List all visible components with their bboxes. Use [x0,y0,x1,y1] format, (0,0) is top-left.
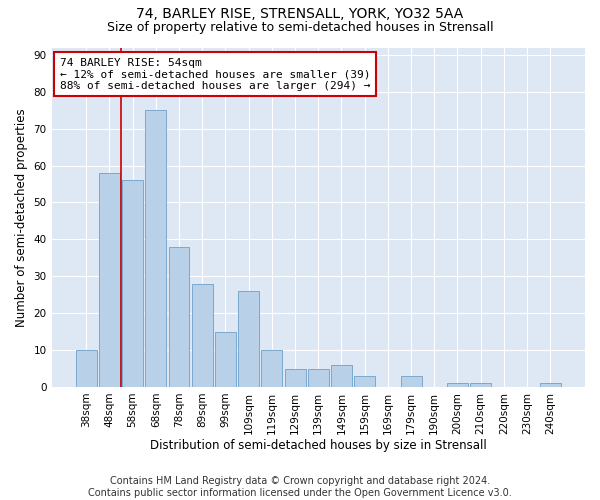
Y-axis label: Number of semi-detached properties: Number of semi-detached properties [15,108,28,326]
Bar [308,368,329,387]
Bar [447,384,468,387]
Text: Size of property relative to semi-detached houses in Strensall: Size of property relative to semi-detach… [107,21,493,34]
Bar [354,376,375,387]
Bar [122,180,143,387]
Bar [470,384,491,387]
Bar [192,284,212,387]
Bar [145,110,166,387]
Bar [284,368,305,387]
X-axis label: Distribution of semi-detached houses by size in Strensall: Distribution of semi-detached houses by … [150,440,487,452]
Text: 74, BARLEY RISE, STRENSALL, YORK, YO32 5AA: 74, BARLEY RISE, STRENSALL, YORK, YO32 5… [136,8,464,22]
Bar [401,376,422,387]
Text: 74 BARLEY RISE: 54sqm
← 12% of semi-detached houses are smaller (39)
88% of semi: 74 BARLEY RISE: 54sqm ← 12% of semi-deta… [59,58,370,91]
Bar [540,384,561,387]
Bar [262,350,283,387]
Bar [99,173,120,387]
Bar [169,246,190,387]
Bar [331,365,352,387]
Bar [76,350,97,387]
Bar [215,332,236,387]
Bar [238,291,259,387]
Text: Contains HM Land Registry data © Crown copyright and database right 2024.
Contai: Contains HM Land Registry data © Crown c… [88,476,512,498]
